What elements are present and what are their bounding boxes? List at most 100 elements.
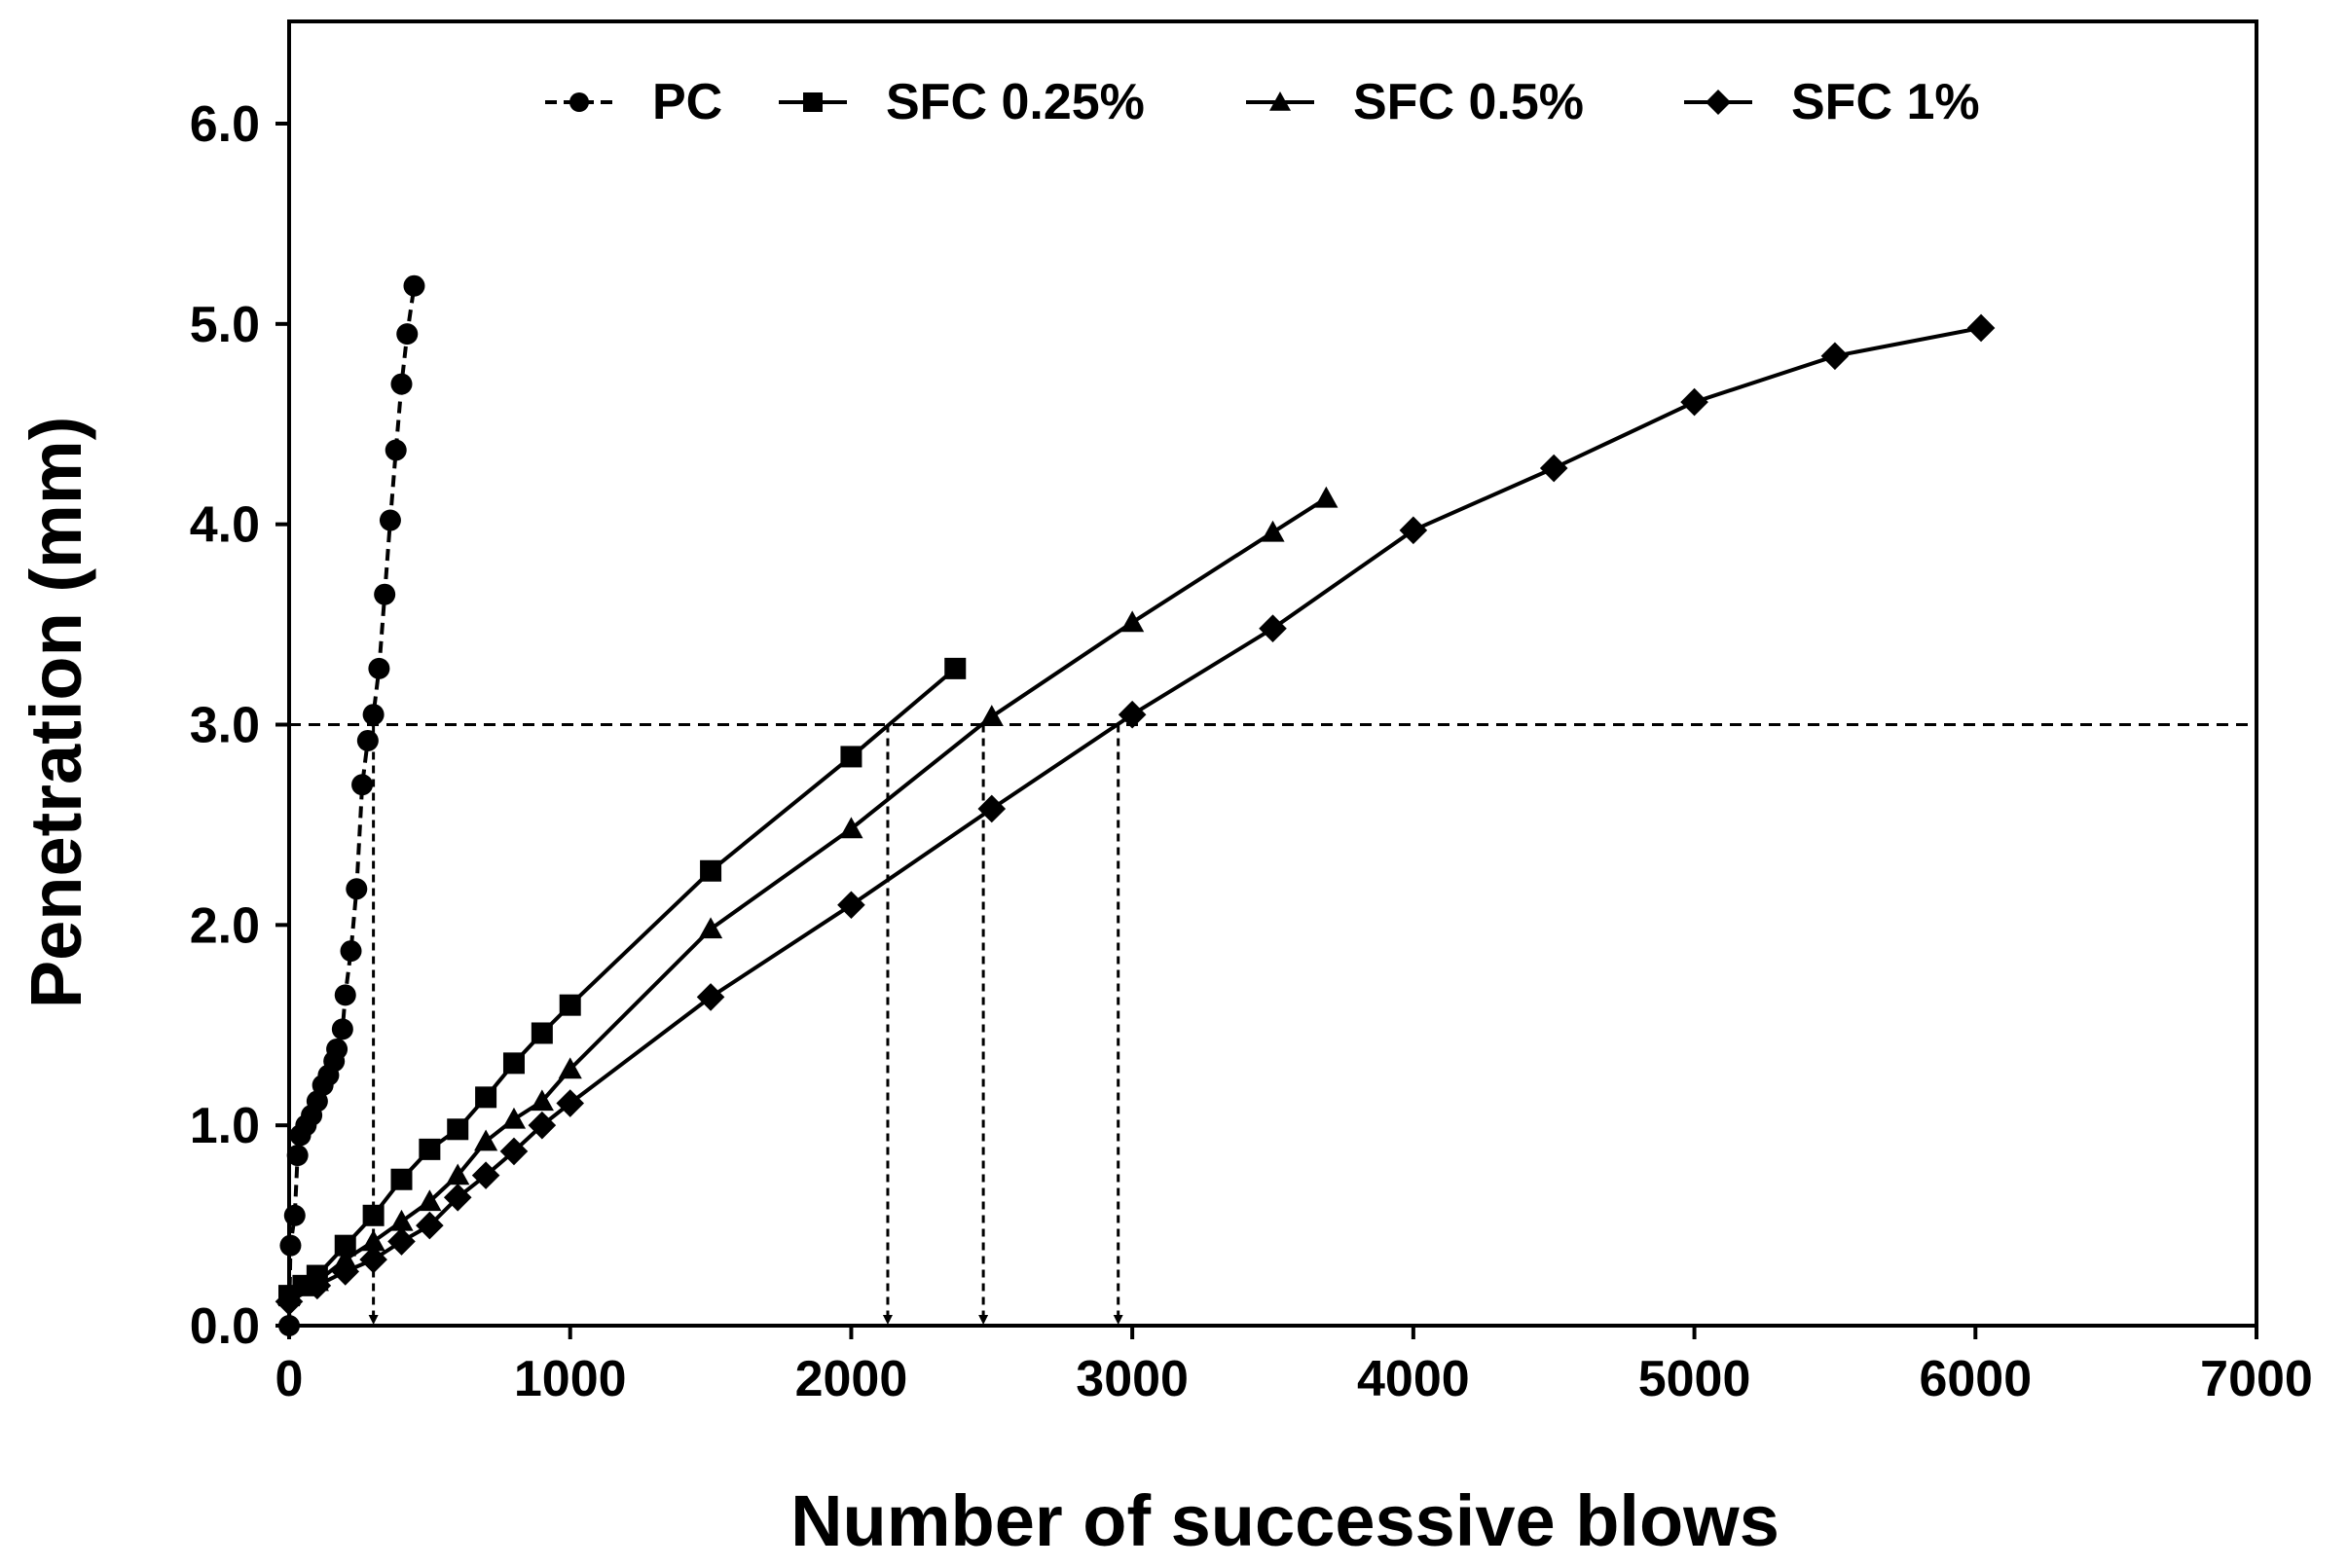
data-point <box>390 1168 413 1190</box>
legend-item: SFC 1% <box>1684 74 1980 130</box>
data-point <box>474 1129 498 1151</box>
x-tick-label: 5000 <box>1638 1351 1751 1407</box>
data-point <box>356 729 379 751</box>
y-axis-title: Penetration (mm) <box>16 417 96 1009</box>
data-point <box>446 1163 470 1185</box>
data-point <box>475 1086 497 1109</box>
data-point <box>374 583 396 605</box>
data-point <box>1314 486 1339 508</box>
data-point <box>700 859 722 882</box>
data-point <box>443 1183 472 1212</box>
data-point <box>389 1209 414 1231</box>
data-point <box>803 92 823 112</box>
data-point <box>346 878 368 900</box>
data-point <box>558 1057 582 1079</box>
y-tick-label: 1.0 <box>190 1098 260 1154</box>
data-point <box>1539 454 1568 483</box>
data-point <box>501 1107 527 1129</box>
legend-label: SFC 0.25% <box>886 74 1145 130</box>
data-point <box>837 891 865 920</box>
x-tick-label: 0 <box>275 1351 304 1407</box>
data-point <box>840 746 862 768</box>
x-tick-label: 4000 <box>1357 1351 1470 1407</box>
legend: PC SFC 0.25% SFC 0.5% SFC 1% <box>545 74 1980 130</box>
data-point <box>528 1111 557 1140</box>
data-point <box>390 373 413 395</box>
data-point <box>334 1234 356 1257</box>
y-tick-label: 3.0 <box>190 698 260 754</box>
series-line <box>288 325 1982 1304</box>
legend-label: PC <box>652 74 722 130</box>
data-point <box>447 1118 469 1141</box>
data-point <box>531 1022 553 1044</box>
data-point <box>1706 90 1731 115</box>
data-point <box>944 657 967 679</box>
data-point <box>1259 614 1287 642</box>
data-point <box>696 983 725 1011</box>
data-point <box>331 1018 353 1040</box>
series-sfc-0-25 <box>278 657 967 1307</box>
legend-label: SFC 0.5% <box>1353 74 1584 130</box>
data-point <box>977 794 1007 823</box>
data-point <box>368 657 390 679</box>
y-tick-label: 2.0 <box>190 897 260 954</box>
data-point <box>362 704 385 726</box>
data-point <box>556 1089 585 1117</box>
data-point <box>331 1258 360 1286</box>
data-point <box>1269 91 1291 111</box>
data-point <box>1966 313 1996 343</box>
legend-item: SFC 0.5% <box>1246 74 1584 130</box>
data-point <box>1399 516 1428 545</box>
x-tick-label: 1000 <box>514 1351 627 1407</box>
y-tick-label: 4.0 <box>190 497 260 554</box>
series-line <box>288 496 1328 1297</box>
data-point <box>1120 610 1145 633</box>
data-point <box>499 1137 529 1166</box>
data-point <box>326 1038 349 1060</box>
plot-frame <box>287 19 2258 1328</box>
data-point <box>1680 387 1708 417</box>
data-point <box>1118 700 1147 729</box>
plot-area <box>275 274 2256 1336</box>
x-tick-label: 2000 <box>795 1351 908 1407</box>
data-point <box>839 817 863 839</box>
data-point <box>1820 342 1850 371</box>
data-point <box>471 1161 500 1189</box>
data-point <box>351 774 374 796</box>
data-point <box>359 1245 387 1274</box>
data-point <box>379 509 401 531</box>
legend-label: SFC 1% <box>1791 74 1980 130</box>
data-point <box>334 984 356 1006</box>
y-tick-label: 6.0 <box>190 96 260 153</box>
data-point <box>416 1211 444 1240</box>
data-point <box>979 705 1004 726</box>
series-sfc-1 <box>275 313 1996 1316</box>
x-tick-label: 3000 <box>1076 1351 1189 1407</box>
data-point <box>340 940 362 963</box>
series-pc <box>278 274 425 1336</box>
x-tick-label: 7000 <box>2200 1351 2313 1407</box>
data-point <box>559 994 581 1016</box>
data-point <box>502 1052 525 1075</box>
series-sfc-0-5 <box>276 486 1339 1305</box>
data-point <box>286 1145 309 1167</box>
data-point <box>385 439 407 461</box>
data-point <box>396 323 419 346</box>
y-tick-label: 5.0 <box>190 297 260 353</box>
axes: 0 1000 2000 3000 4000 5000 6000 7000 0.0 1.0 2.0 3.… <box>190 19 2313 1407</box>
data-point <box>403 274 425 297</box>
data-point <box>569 92 589 112</box>
data-point <box>362 1204 385 1226</box>
data-point <box>1261 520 1285 542</box>
data-point <box>361 1229 385 1252</box>
data-point <box>387 1227 416 1256</box>
y-tick-label: 0.0 <box>190 1298 260 1355</box>
x-axis-title: Number of successive blows <box>790 1480 1779 1561</box>
legend-item: PC <box>545 74 722 130</box>
data-point <box>419 1138 441 1160</box>
data-point <box>698 917 723 939</box>
x-tick-label: 6000 <box>1919 1351 2032 1407</box>
data-point <box>303 1271 332 1300</box>
data-point <box>530 1089 554 1112</box>
